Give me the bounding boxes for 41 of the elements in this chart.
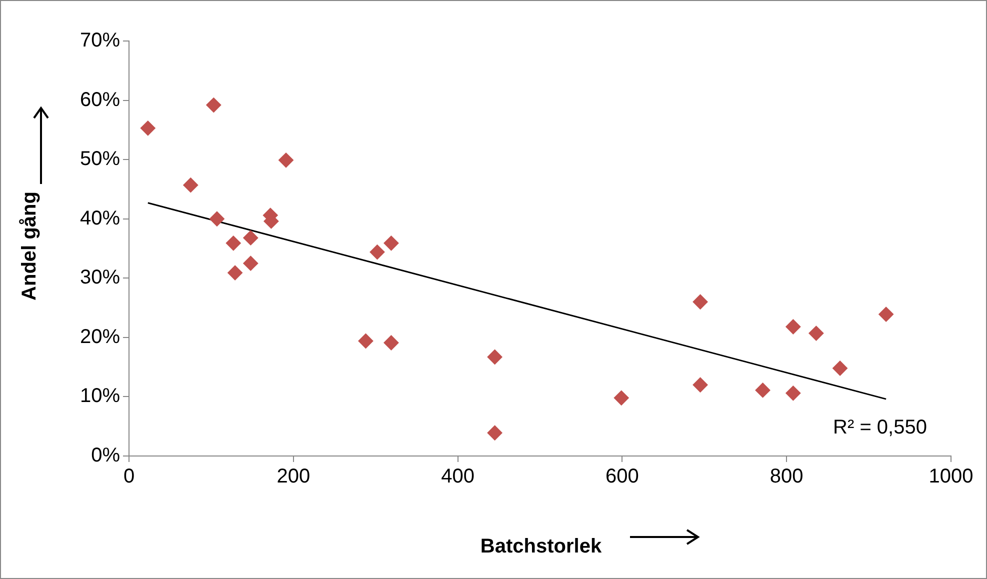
- point: [755, 382, 770, 398]
- point: [140, 120, 156, 136]
- annotation: R² = 0,550: [833, 416, 927, 439]
- point: [384, 236, 399, 251]
- y-tick-label: 10%: [80, 385, 120, 408]
- point: [384, 335, 399, 350]
- point: [209, 211, 224, 226]
- point: [487, 425, 502, 440]
- x-tick-label: 600: [606, 466, 639, 488]
- x-tick-label: 0: [123, 466, 135, 488]
- point: [786, 319, 801, 334]
- x-axis-title: Batchstorlek: [480, 536, 602, 558]
- point: [614, 390, 629, 406]
- point: [832, 360, 848, 376]
- point: [358, 333, 374, 348]
- point: [370, 244, 385, 260]
- y-tick-label: 50%: [80, 148, 120, 170]
- y-tick-label: 40%: [80, 207, 120, 230]
- point: [206, 98, 222, 113]
- y-axis-title: Andel gång: [18, 192, 42, 300]
- x-tick-label: 400: [441, 466, 474, 488]
- point: [183, 178, 198, 193]
- y-tick-label: 70%: [80, 30, 120, 52]
- y-tick-label: 30%: [80, 266, 120, 289]
- x-tick-label: 200: [276, 466, 310, 488]
- point: [278, 152, 294, 168]
- point: [243, 230, 258, 246]
- y-tick-label: 60%: [80, 88, 120, 111]
- point: [808, 326, 824, 341]
- point: [226, 236, 241, 251]
- point: [243, 256, 258, 271]
- point: [786, 386, 801, 401]
- point: [487, 349, 502, 364]
- point: [878, 306, 894, 322]
- point: [692, 377, 708, 392]
- point: [228, 265, 243, 280]
- y-tick-label: 0%: [91, 444, 120, 467]
- y-tick-label: 20%: [80, 326, 120, 348]
- x-tick-label: 800: [770, 466, 804, 488]
- point: [692, 294, 708, 310]
- x-tick-label: 1000: [928, 466, 974, 488]
